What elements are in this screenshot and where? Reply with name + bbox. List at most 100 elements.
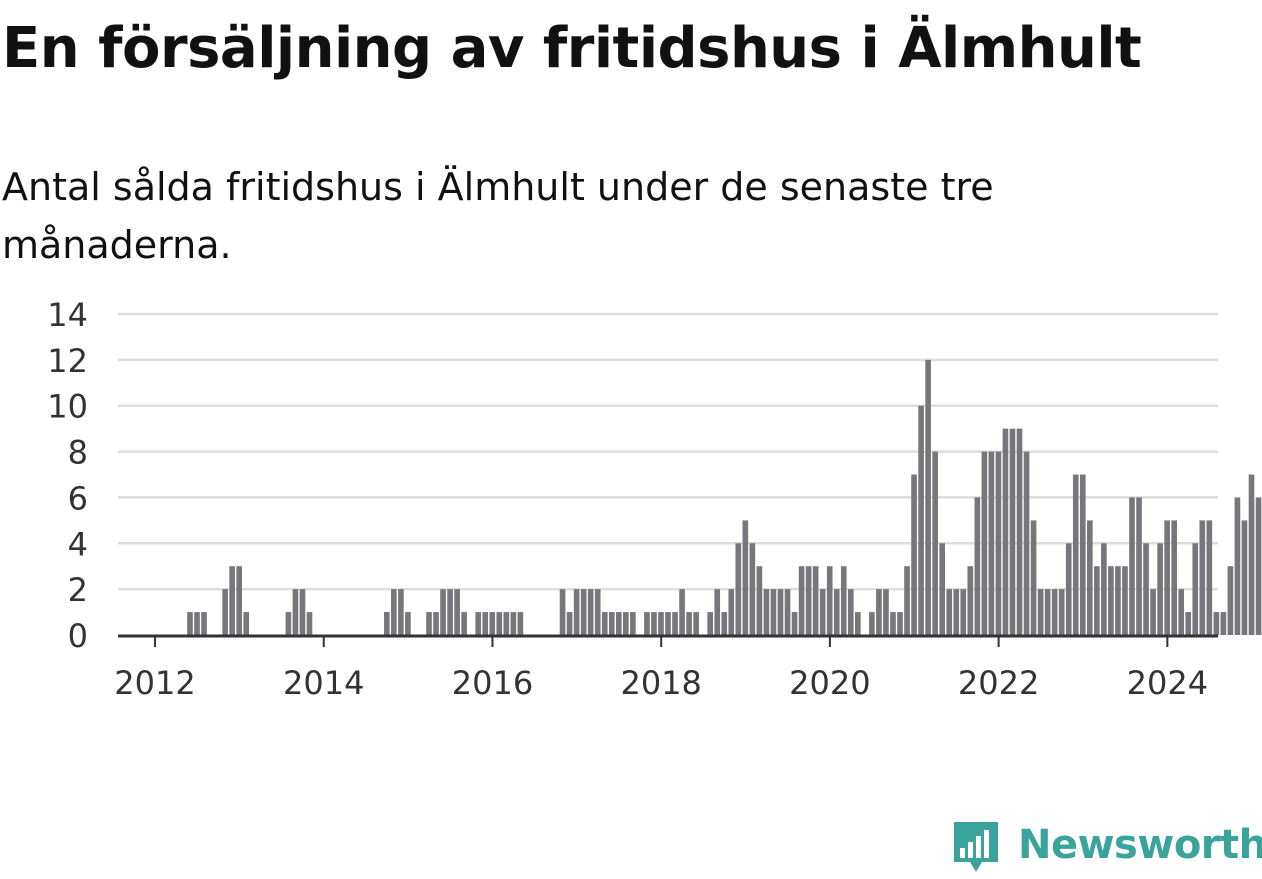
bar: [855, 612, 861, 635]
bar: [876, 589, 882, 635]
bar: [1087, 520, 1093, 635]
y-tick-label: 8: [68, 434, 88, 472]
bar: [433, 612, 439, 635]
bar: [1136, 497, 1142, 635]
bar: [644, 612, 650, 635]
bar: [1023, 451, 1030, 635]
bar: [1058, 589, 1065, 635]
bar: [573, 589, 580, 635]
bar: [236, 566, 242, 635]
bar: [194, 612, 200, 635]
x-tick-label: 2012: [114, 664, 195, 702]
bar: [608, 612, 615, 635]
bar: [1248, 474, 1255, 635]
bar: [770, 589, 777, 635]
bar: [897, 612, 903, 635]
bar: [1234, 497, 1241, 635]
bar: [292, 589, 299, 635]
bar: [630, 612, 636, 635]
bar: [201, 612, 207, 635]
bar: [1079, 474, 1086, 635]
bar: [475, 612, 482, 635]
bar: [1108, 566, 1114, 635]
bar: [953, 589, 960, 635]
bar: [756, 566, 763, 635]
bar: [559, 589, 566, 635]
bar: [1072, 474, 1079, 635]
bar: [826, 566, 833, 635]
bar: [946, 589, 953, 635]
bar: [883, 589, 889, 635]
bar: [1150, 589, 1156, 635]
bar: [1030, 520, 1037, 635]
bar: [510, 612, 517, 635]
y-tick-label: 2: [68, 571, 88, 609]
bar: [686, 612, 692, 635]
x-tick-label: 2014: [283, 664, 364, 702]
bar: [566, 612, 573, 635]
chart-title: En försäljning av fritidshus i Älmhult: [2, 16, 1142, 81]
bar: [496, 612, 503, 635]
bar: [1009, 428, 1016, 635]
bar: [454, 589, 460, 635]
bar: [1101, 543, 1107, 635]
bar: [384, 612, 390, 635]
newsworthy-logo-icon: [954, 822, 998, 872]
bar-chart: 0 2 4 6 8 10 12 14 2012 2014 2016 2018 2020 2022 2024…: [47, 296, 1262, 702]
bar: [285, 612, 292, 635]
bar: [503, 612, 510, 635]
x-tick-label: 2016: [452, 664, 533, 702]
bar: [580, 589, 587, 635]
bar: [735, 543, 742, 635]
bar: [904, 566, 910, 635]
bar: [426, 612, 432, 635]
bar: [587, 589, 594, 635]
bar: [1255, 497, 1262, 635]
bar: [665, 612, 671, 635]
x-tick-label: 2024: [1127, 664, 1208, 702]
bar: [1178, 589, 1185, 635]
bar: [672, 612, 678, 635]
bar: [1129, 497, 1135, 635]
bar: [833, 589, 840, 635]
bar: [1157, 543, 1163, 635]
bar: [981, 451, 988, 635]
bar: [777, 589, 784, 635]
bar: [911, 474, 917, 635]
bar: [1094, 566, 1100, 635]
bar: [988, 451, 995, 635]
bar: [693, 612, 699, 635]
bar: [1199, 520, 1206, 635]
bar: [728, 589, 735, 635]
bar: [651, 612, 657, 635]
bar: [890, 612, 896, 635]
newsworthy-logo: Newsworthy: [950, 818, 1262, 876]
x-tick-label: 2022: [958, 664, 1039, 702]
bar: [721, 612, 728, 635]
bar: [461, 612, 467, 635]
bar: [805, 566, 812, 635]
y-axis-ticks: 0 2 4 6 8 10 12 14: [47, 296, 88, 655]
y-tick-label: 14: [47, 296, 88, 334]
bar: [791, 612, 798, 635]
bar: [1213, 612, 1220, 635]
x-tick-label: 2020: [789, 664, 870, 702]
bar: [784, 589, 791, 635]
bar: [1143, 543, 1149, 635]
bar: [1241, 520, 1248, 635]
bar: [1122, 566, 1128, 635]
bar: [1220, 612, 1227, 635]
bar: [1037, 589, 1044, 635]
y-tick-label: 10: [47, 388, 88, 426]
bar: [306, 612, 313, 635]
grid-lines: [118, 312, 1218, 591]
bar: [1065, 543, 1072, 635]
bar: [517, 612, 524, 635]
bar: [1051, 589, 1058, 635]
bar: [405, 612, 411, 635]
chart-subtitle: Antal sålda fritidshus i Älmhult under d…: [2, 165, 994, 267]
bar: [798, 566, 805, 635]
bar: [299, 589, 306, 635]
bar: [1206, 520, 1213, 635]
bar: [847, 589, 854, 635]
